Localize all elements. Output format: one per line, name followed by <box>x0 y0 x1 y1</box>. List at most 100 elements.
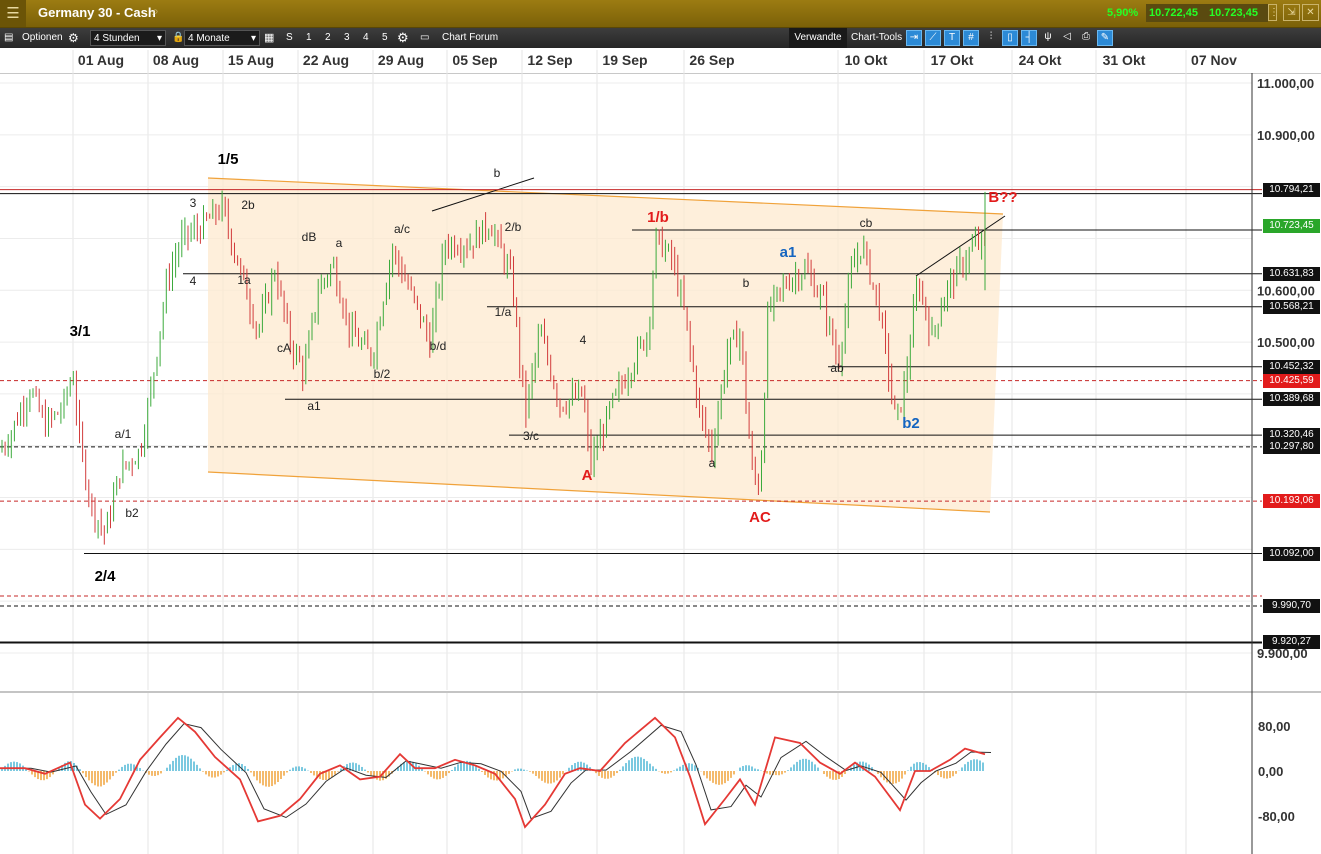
price-tag: 10.389,68 <box>1263 392 1320 407</box>
wave-label: cb <box>860 216 873 230</box>
bid-price[interactable]: 10.722,45 <box>1146 4 1208 22</box>
ask-price[interactable]: 10.723,45 <box>1206 4 1268 22</box>
related-button[interactable]: Verwandte <box>789 28 847 48</box>
search-icon[interactable]: ⌕ <box>152 4 159 18</box>
grid-tool-icon[interactable]: # <box>963 30 979 46</box>
wave-label: b <box>743 276 750 290</box>
date-axis-labels: 01 Aug 08 Aug 15 Aug 22 Aug 29 Aug 05 Sep 12 S… <box>78 52 1237 68</box>
fork-tool-icon[interactable]: ψ <box>1044 31 1052 42</box>
detach-icon[interactable]: ⇲ <box>1283 4 1300 21</box>
chart-forum-button[interactable]: Chart Forum <box>442 32 499 43</box>
channel-lower-line <box>207 471 991 513</box>
chevron-down-icon: ▾ <box>156 33 162 44</box>
wave-label: A <box>582 467 593 484</box>
price-tag: 10.193,06 <box>1263 494 1320 509</box>
date-label: 31 Okt <box>1103 52 1146 68</box>
bar-tool-icon[interactable]: ┤ <box>1021 30 1037 46</box>
wave-label: a1 <box>307 399 321 413</box>
date-label: 15 Aug <box>228 52 274 68</box>
wave-label: a <box>709 456 716 470</box>
trendline-tool-icon[interactable]: ⟋ <box>925 30 941 46</box>
price-axis-label: 10.600,00 <box>1257 283 1315 298</box>
layout-button-5[interactable]: 5 <box>382 32 388 43</box>
wave-label: 3/c <box>523 429 539 443</box>
wave-label: b <box>494 166 501 180</box>
date-label: 29 Aug <box>378 52 424 68</box>
layout-button-1[interactable]: 1 <box>306 32 312 43</box>
wave-label: b/d <box>430 339 447 353</box>
date-label: 22 Aug <box>303 52 349 68</box>
candle-tool-icon[interactable]: ▯ <box>1002 30 1018 46</box>
indicator-axis-label: 80,00 <box>1258 719 1291 734</box>
price-tag: 10.794,21 <box>1263 182 1320 197</box>
wave-label: b/2 <box>374 367 391 381</box>
trendline-b <box>431 177 535 212</box>
price-axis-label: 10.500,00 <box>1257 335 1315 350</box>
price-tag: 10.320,46 <box>1263 428 1320 443</box>
wave-label: a1 <box>780 244 797 261</box>
date-label: 08 Aug <box>153 52 199 68</box>
eraser-tool-icon[interactable]: ◁ <box>1063 31 1071 42</box>
lock-icon[interactable]: 🔒 <box>172 32 185 43</box>
price-tag: 10.452,32 <box>1263 359 1320 374</box>
price-axis-label: 11.000,00 <box>1257 76 1314 91</box>
window-title: Germany 30 - Cash <box>38 5 156 20</box>
oscillator-line <box>0 716 986 829</box>
wave-label: a/c <box>394 222 410 236</box>
wave-label: b2 <box>902 415 920 432</box>
interval-select[interactable]: 4 Stunden ▾ <box>90 30 166 46</box>
wave-label: 1/b <box>647 209 669 226</box>
hamburger-menu-icon[interactable]: ☰ <box>0 0 26 27</box>
title-bar: ☰ Germany 30 - Cash ⌕ 5,90% 10.722,45 10… <box>0 0 1321 28</box>
wave-label: 1a <box>237 273 251 287</box>
date-axis: 01 Aug 08 Aug 15 Aug 22 Aug 29 Aug 05 Sep 12 S… <box>0 49 1321 74</box>
change-percent: 5,90% <box>1107 7 1139 19</box>
wave-label: B?? <box>988 189 1017 206</box>
wave-label: a <box>336 236 343 250</box>
wave-label: 3 <box>190 196 197 210</box>
indicator-axis-label: -80,00 <box>1258 809 1295 824</box>
settings-gear-icon[interactable]: ⚙ <box>397 30 409 45</box>
wave-label: ab <box>830 361 844 375</box>
calendar-icon[interactable]: ▦ <box>264 32 275 44</box>
wave-label: 4 <box>580 333 587 347</box>
wave-label: cA <box>277 341 291 355</box>
wave-label: 1/a <box>495 305 512 319</box>
trendline-b-question <box>915 215 1006 277</box>
layout-button-2[interactable]: 2 <box>325 32 331 43</box>
range-value: 4 Monate <box>188 33 230 44</box>
text-tool-icon[interactable]: T <box>944 30 960 46</box>
wave-label: 2b <box>241 198 255 212</box>
print-icon[interactable]: ⎙ <box>1082 31 1090 42</box>
range-select[interactable]: 4 Monate ▾ <box>184 30 260 46</box>
layout-button-3[interactable]: 3 <box>344 32 350 43</box>
date-label: 01 Aug <box>78 52 124 68</box>
options-button[interactable]: Optionen <box>22 32 63 43</box>
signal-line <box>6 723 992 820</box>
options-icon[interactable]: ▤ <box>4 32 14 43</box>
date-label: 07 Nov <box>1191 52 1237 68</box>
speech-bubble-icon[interactable]: ▭ <box>420 32 430 43</box>
options-gear-icon[interactable]: ⚙ <box>68 31 79 45</box>
channel-upper-line <box>207 177 1004 215</box>
fibonacci-tool-icon[interactable]: ⫶ <box>989 31 993 42</box>
layout-button-4[interactable]: 4 <box>363 32 369 43</box>
arrow-tool-icon[interactable]: ⇥ <box>906 30 922 46</box>
price-tag: 10.631,83 <box>1263 266 1320 281</box>
date-label: 10 Okt <box>845 52 888 68</box>
scroll-handle-icon[interactable]: ⋮ <box>1268 4 1279 21</box>
wave-label: AC <box>749 509 771 526</box>
price-tag: 9.920,27 <box>1263 635 1320 650</box>
layout-s-button[interactable]: S <box>286 32 293 43</box>
chart-toolbar: ▤ Optionen ⚙ 4 Stunden ▾ 🔒 4 Monate ▾ ▦ S … <box>0 28 1321 48</box>
close-icon[interactable]: ✕ <box>1302 4 1319 21</box>
price-tag: 9.990,70 <box>1263 599 1320 613</box>
date-label: 24 Okt <box>1019 52 1062 68</box>
date-label: 12 Sep <box>527 52 572 68</box>
wave-label: 3/1 <box>70 323 91 340</box>
chart-tools-label: Chart-Tools <box>851 32 903 43</box>
magic-tool-icon[interactable]: ✎ <box>1097 30 1113 46</box>
wave-label: 2/b <box>505 220 522 234</box>
date-label: 19 Sep <box>602 52 647 68</box>
